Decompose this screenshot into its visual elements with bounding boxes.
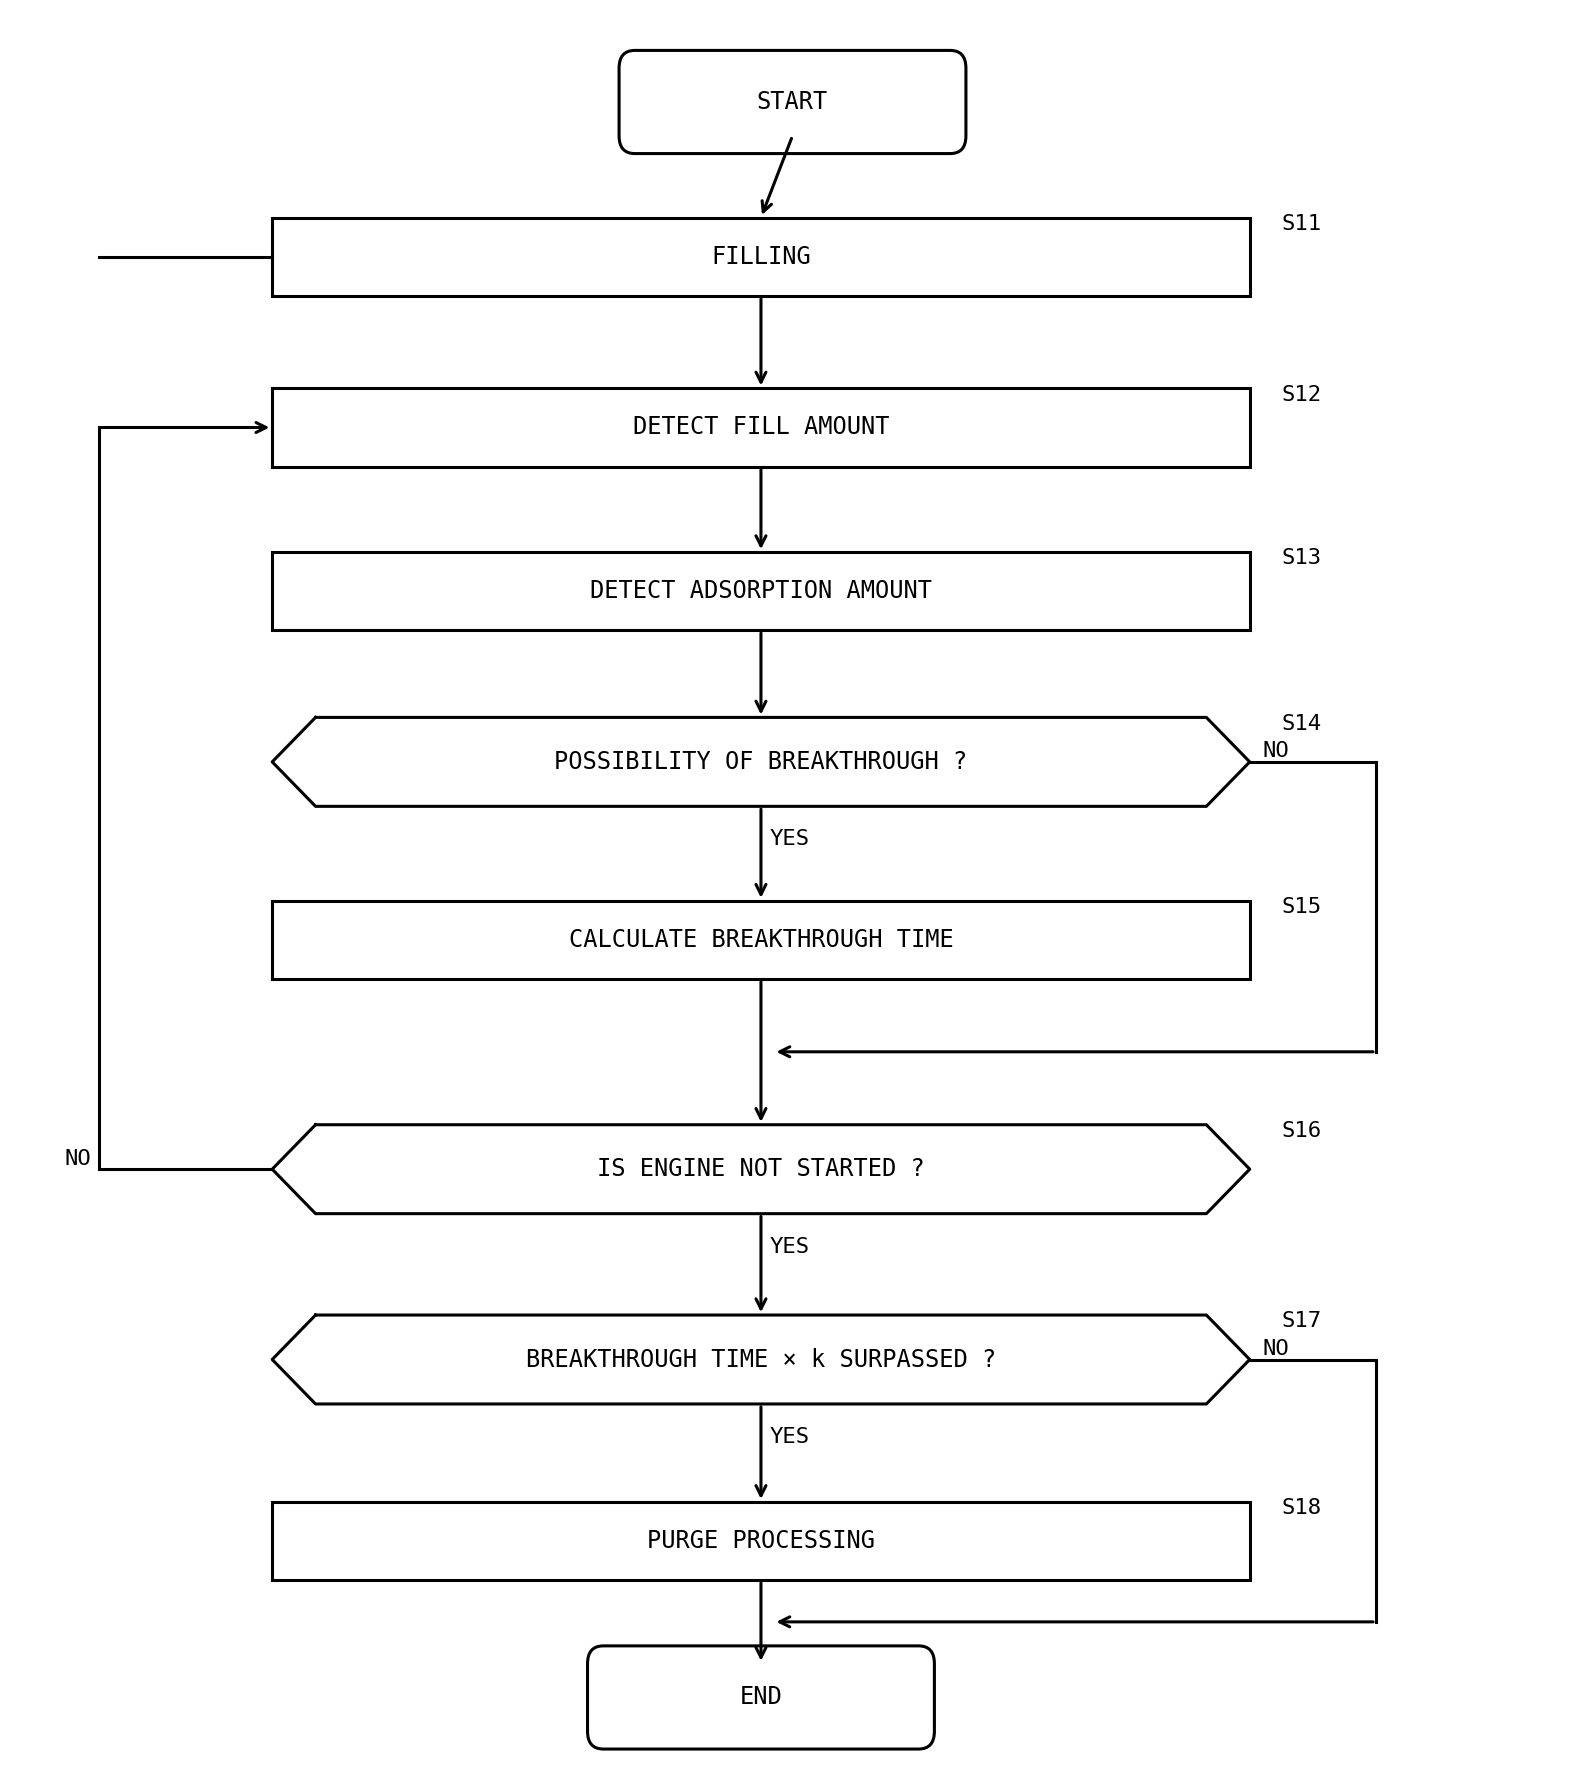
Text: START: START [758,89,827,114]
Bar [273,552,1249,631]
Text: IS ENGINE NOT STARTED ?: IS ENGINE NOT STARTED ? [598,1158,924,1181]
Text: S17: S17 [1281,1312,1322,1331]
Text: DETECT FILL AMOUNT: DETECT FILL AMOUNT [632,416,889,440]
Text: S16: S16 [1281,1120,1322,1142]
Text: NO: NO [63,1149,90,1169]
Bar [273,901,1249,979]
Text: CALCULATE BREAKTHROUGH TIME: CALCULATE BREAKTHROUGH TIME [569,927,953,952]
Text: S18: S18 [1281,1498,1322,1519]
Polygon shape [273,1124,1249,1213]
FancyBboxPatch shape [620,50,965,154]
Text: BREAKTHROUGH TIME × k SURPASSED ?: BREAKTHROUGH TIME × k SURPASSED ? [526,1347,995,1371]
Text: YES: YES [769,829,810,849]
Text: FILLING: FILLING [712,245,812,268]
Text: YES: YES [769,1237,810,1256]
Text: S13: S13 [1281,549,1322,568]
Text: DETECT ADSORPTION AMOUNT: DETECT ADSORPTION AMOUNT [590,579,932,604]
Text: PURGE PROCESSING: PURGE PROCESSING [647,1530,875,1553]
Text: POSSIBILITY OF BREAKTHROUGH ?: POSSIBILITY OF BREAKTHROUGH ? [555,751,967,774]
Text: S14: S14 [1281,713,1322,734]
Text: S12: S12 [1281,384,1322,406]
FancyBboxPatch shape [588,1646,935,1749]
Text: S11: S11 [1281,214,1322,234]
Polygon shape [273,717,1249,806]
Text: YES: YES [769,1428,810,1447]
Bar [273,1501,1249,1580]
Text: S15: S15 [1281,897,1322,917]
Bar [273,388,1249,466]
Text: END: END [740,1685,783,1710]
Bar [273,218,1249,297]
Text: NO: NO [1262,1338,1289,1358]
Polygon shape [273,1315,1249,1405]
Text: NO: NO [1262,742,1289,761]
